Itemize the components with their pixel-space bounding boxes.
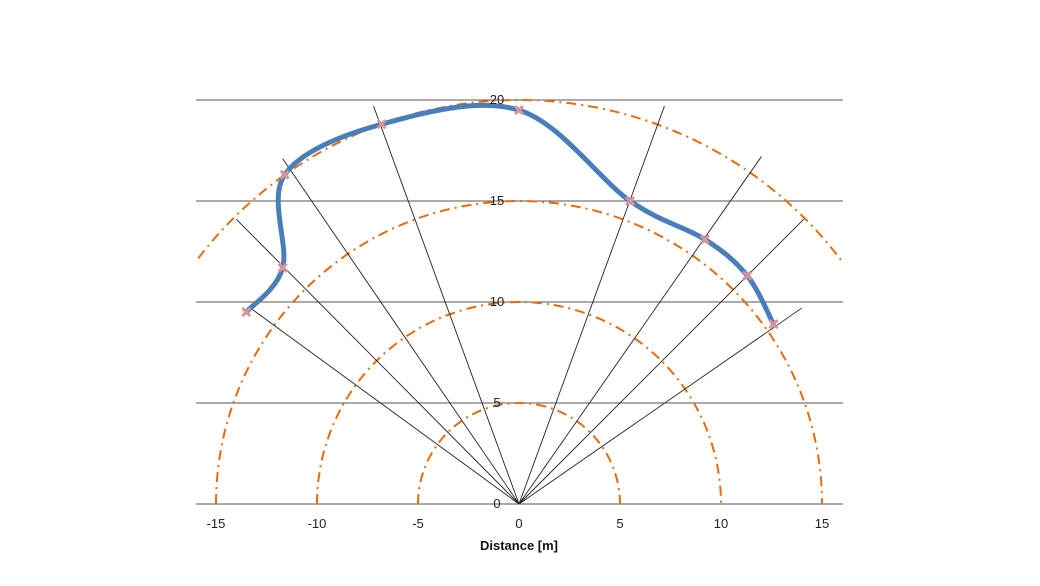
x-tick-label: 10 [714,516,728,531]
boundary-curve [243,102,777,327]
data-point-9 [768,319,779,330]
x-tick-labels: -15 -10 -5 0 5 10 15 [207,516,830,531]
ray-4 [373,105,520,505]
y-tick-label: 5 [493,395,500,410]
ray-1 [250,307,520,505]
marker-stroke [513,105,525,116]
data-point-8 [742,270,753,281]
ray-3 [282,158,520,505]
x-tick-label: -10 [308,516,327,531]
sensor-rays [235,105,805,505]
ray-5 [518,105,665,505]
marker-stroke [699,234,710,245]
data-point-2 [277,262,288,273]
x-tick-label: 5 [616,516,623,531]
marker-stroke [768,319,779,330]
x-tick-label: 15 [815,516,829,531]
x-tick-label: 0 [515,516,522,531]
marker-stroke [279,169,290,180]
marker-stroke [277,262,288,273]
data-point-7 [699,234,710,245]
marker-stroke [376,119,387,130]
data-markers [241,105,779,330]
x-axis-title: Distance [m] [480,538,558,553]
marker-stroke [625,195,636,207]
y-tick-labels: 0 5 10 15 20 [490,92,504,511]
x-tick-label: -5 [412,516,424,531]
y-tick-label: 20 [490,92,504,107]
data-point-4 [376,119,387,130]
range-circle-15 [215,200,823,504]
data-point-6 [625,195,636,207]
data-point-5 [513,105,525,116]
ray-7 [518,218,805,505]
boundary-line [243,102,777,327]
ray-8 [518,307,803,505]
marker-stroke [742,270,753,281]
marker-stroke [241,307,252,318]
ray-2 [235,218,520,505]
data-point-1 [241,307,252,318]
data-point-3 [279,169,290,180]
range-circle-5 [417,402,621,504]
x-tick-label: -15 [207,516,226,531]
range-circle-10 [316,301,722,504]
y-tick-label: 0 [493,496,500,511]
y-tick-label: 15 [490,193,504,208]
y-tick-label: 10 [490,294,504,309]
ray-6 [518,156,762,505]
range-circles [196,99,843,504]
